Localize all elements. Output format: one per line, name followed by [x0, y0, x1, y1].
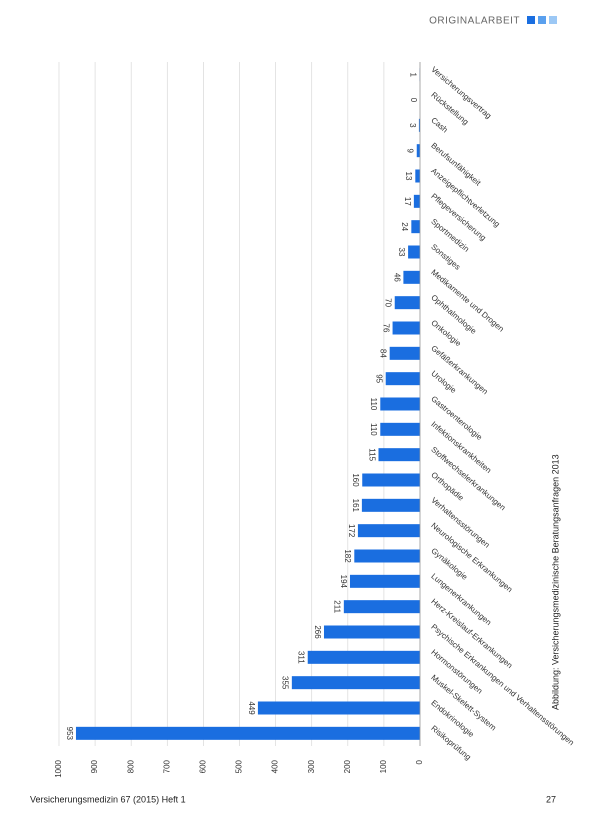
- tick-label: 700: [162, 759, 171, 773]
- value-label: 3: [408, 123, 417, 128]
- category-label: Pflegeversicherung: [429, 192, 487, 243]
- value-label: 115: [367, 448, 376, 461]
- value-label: 110: [369, 423, 378, 436]
- tick-label: 400: [271, 759, 280, 773]
- tick-label: 1000: [54, 759, 63, 777]
- value-label: 211: [333, 600, 342, 613]
- bar: [380, 398, 420, 411]
- bar: [415, 170, 420, 183]
- tick-label: 500: [235, 759, 244, 773]
- value-label: 110: [369, 398, 378, 411]
- header-square: [538, 16, 546, 24]
- value-label: 95: [375, 374, 384, 383]
- bar: [76, 727, 420, 740]
- category-label: Hormonstörungen: [429, 648, 484, 696]
- bar: [393, 322, 420, 335]
- tick-label: 300: [307, 759, 316, 773]
- bar: [358, 524, 420, 537]
- bar: [414, 195, 420, 208]
- tick-label: 600: [199, 759, 208, 773]
- category-label: Berufsunfähigkeit: [429, 141, 483, 188]
- value-label: 953: [65, 727, 74, 741]
- value-label: 0: [409, 98, 418, 103]
- bar: [395, 296, 420, 309]
- category-label: Gefäßerkrankungen: [429, 344, 489, 397]
- tick-label: 900: [90, 759, 99, 773]
- bar: [324, 626, 420, 639]
- figure-caption: Abbildung: Versicherungsmedizinische Ber…: [550, 454, 560, 710]
- footer-page: 27: [546, 794, 556, 804]
- value-label: 76: [381, 324, 390, 333]
- bar: [378, 448, 420, 461]
- bar: [362, 474, 420, 487]
- value-label: 449: [247, 701, 256, 715]
- category-label: Cash: [429, 116, 449, 135]
- bar: [350, 575, 420, 588]
- header-square: [527, 16, 535, 24]
- tick-label: 800: [126, 759, 135, 773]
- value-label: 266: [313, 625, 322, 639]
- bar: [386, 372, 420, 385]
- bar: [344, 600, 420, 613]
- bar: [308, 651, 420, 664]
- value-label: 1: [409, 72, 418, 77]
- value-label: 355: [281, 676, 290, 690]
- value-label: 33: [397, 248, 406, 257]
- value-label: 13: [404, 172, 413, 181]
- footer-journal: Versicherungsmedizin 67 (2015) Heft 1: [30, 794, 186, 804]
- category-label: Urologie: [429, 369, 458, 395]
- value-label: 172: [347, 524, 356, 538]
- bar: [390, 347, 420, 360]
- value-label: 84: [379, 349, 388, 358]
- value-label: 161: [351, 499, 360, 513]
- category-label: Gastroenterologie: [429, 394, 484, 442]
- value-label: 194: [339, 575, 348, 589]
- header: ORIGINALARBEIT: [429, 16, 520, 27]
- bar: [362, 499, 420, 512]
- value-label: 9: [406, 148, 415, 153]
- value-label: 17: [403, 197, 412, 206]
- bar: [292, 676, 420, 689]
- bar: [380, 423, 420, 436]
- tick-label: 200: [343, 759, 352, 773]
- value-label: 24: [400, 222, 409, 231]
- value-label: 46: [392, 273, 401, 282]
- bar: [411, 220, 420, 233]
- value-label: 311: [297, 651, 306, 664]
- bar: [408, 246, 420, 259]
- tick-label: 100: [379, 759, 388, 773]
- value-label: 70: [384, 298, 393, 307]
- bar: [417, 144, 420, 157]
- bar: [258, 702, 420, 715]
- header-square: [549, 16, 557, 24]
- value-label: 182: [343, 549, 352, 563]
- value-label: 160: [351, 473, 360, 487]
- tick-label: 0: [415, 759, 424, 764]
- bar: [403, 271, 420, 284]
- bar: [354, 550, 420, 563]
